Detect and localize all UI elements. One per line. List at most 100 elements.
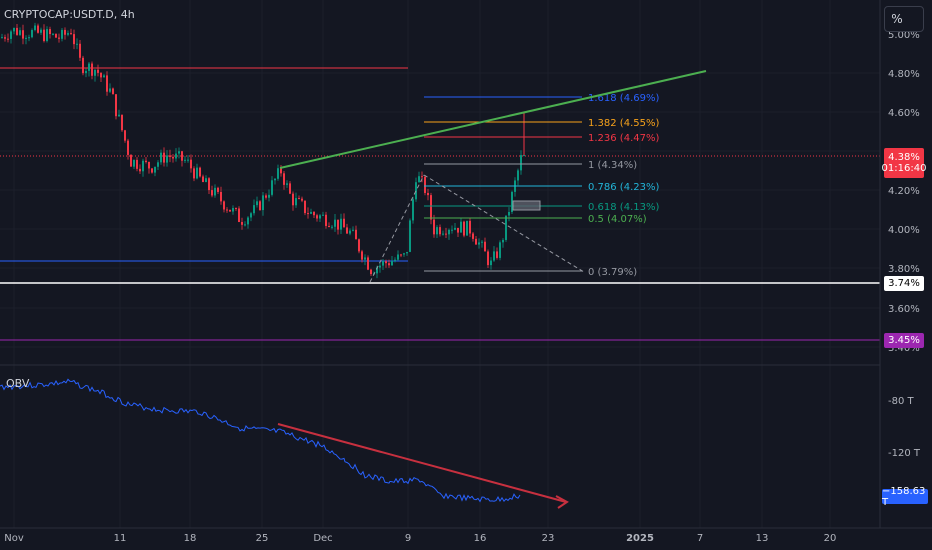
support-level-tag: 3.74% (884, 276, 924, 291)
time-tick-label: 2025 (626, 533, 654, 544)
candle-body (172, 156, 174, 159)
symbol-title[interactable]: CRYPTOCAP:USDT.D, 4h (4, 8, 135, 21)
candle-body (34, 25, 36, 31)
candle-body (355, 229, 357, 240)
candle-body (490, 260, 492, 266)
candle-body (469, 220, 471, 234)
price-tick-label: 4.80% (888, 69, 920, 80)
candle-body (154, 166, 156, 173)
candle-body (427, 192, 429, 196)
candle-body (157, 162, 159, 167)
candle-body (256, 201, 258, 206)
candle-body (316, 215, 318, 219)
candle-body (418, 176, 420, 183)
fib-level-label: 1.382 (4.55%) (588, 118, 659, 129)
candle-body (235, 208, 237, 210)
candle-body (7, 38, 9, 40)
candle-body (325, 214, 327, 226)
time-tick-label: Nov (4, 533, 24, 544)
candle-body (478, 242, 480, 245)
drawings[interactable] (279, 70, 707, 169)
candle-body (64, 29, 66, 35)
candle-body (517, 170, 519, 181)
candle-body (160, 152, 162, 163)
candle-body (487, 251, 489, 266)
candle-body (220, 191, 222, 202)
candle-body (421, 176, 423, 178)
candle-body (412, 199, 414, 221)
candle-body (274, 178, 276, 181)
candle-body (133, 159, 135, 167)
candle-body (1, 37, 3, 39)
candle-body (451, 229, 453, 231)
time-tick-label: Dec (313, 533, 332, 544)
fib-level-label: 1 (4.34%) (588, 160, 637, 171)
horizontal-levels[interactable] (0, 67, 880, 341)
price-tick-label: 4.20% (888, 186, 920, 197)
candle-body (166, 155, 168, 163)
candle-body (403, 253, 405, 255)
candle-body (433, 219, 435, 235)
candle-body (400, 254, 402, 256)
fib-level-label: 0.786 (4.23%) (588, 182, 659, 193)
candle-body (271, 180, 273, 195)
candle-body (259, 201, 261, 211)
fib-anchor-line (423, 174, 585, 273)
candle-body (430, 195, 432, 220)
candle-body (349, 230, 351, 234)
candle-body (520, 155, 522, 171)
candle-body (328, 225, 330, 227)
candle-body (31, 30, 33, 38)
time-tick-label: 20 (824, 533, 837, 544)
candle-body (358, 239, 360, 252)
candle-body (394, 259, 396, 262)
purple-level-value: 3.45% (888, 335, 920, 346)
candle-body (331, 226, 333, 228)
candle-body (322, 214, 324, 216)
candle-body (13, 27, 15, 32)
candle-body (19, 30, 21, 35)
time-axis[interactable]: Nov 11 18 25 Dec 9 16 23 2025 7 13 20 (0, 527, 932, 544)
time-tick-label: 18 (184, 533, 197, 544)
candle-body (121, 114, 123, 131)
candle-body (103, 75, 105, 78)
candle-body (115, 94, 117, 117)
fib-level-label: 0 (3.79%) (588, 267, 637, 278)
candle-body (127, 140, 129, 155)
candle-body (424, 176, 426, 193)
candle-body (184, 159, 186, 161)
candle-body (79, 43, 81, 58)
candle-body (343, 218, 345, 228)
fib-extension-tool[interactable]: 1.618 (4.69%) 1.382 (4.55%) 1.236 (4.47%) 1… (369, 93, 659, 283)
candle-body (28, 37, 30, 39)
candle-body (472, 233, 474, 239)
candle-body (484, 241, 486, 252)
candle-body (187, 159, 189, 161)
candle-body (52, 33, 54, 35)
candle-body (46, 29, 48, 42)
candle-body (277, 168, 279, 179)
candle-body (238, 208, 240, 222)
candle-body (523, 155, 525, 157)
candle-body (280, 168, 282, 174)
percent-scale-button[interactable]: % (884, 6, 924, 32)
candle-body (109, 88, 111, 92)
candle-body (352, 229, 354, 231)
candle-body (208, 178, 210, 191)
candle-body (382, 261, 384, 266)
candle-body (508, 211, 510, 216)
candle-body (106, 75, 108, 92)
obv-axis[interactable]: -80 T -120 T (888, 396, 921, 459)
candle-body (58, 37, 60, 39)
candle-body (229, 209, 231, 212)
candle-body (205, 178, 207, 183)
current-price-tag: 4.38% 01:16:40 (882, 148, 926, 178)
obv-indicator-label[interactable]: OBV (6, 377, 30, 390)
fib-handle-box (512, 200, 541, 211)
candle-body (97, 69, 99, 73)
obv-tick-label: -120 T (888, 448, 921, 459)
candle-body (370, 269, 372, 275)
candle-body (361, 251, 363, 260)
